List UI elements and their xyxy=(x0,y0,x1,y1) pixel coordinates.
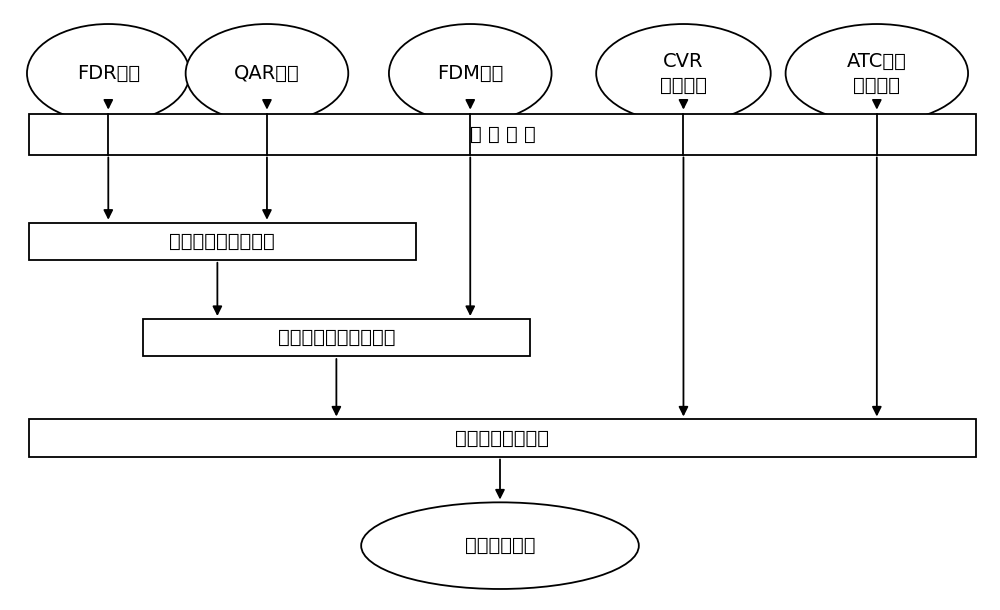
Ellipse shape xyxy=(27,24,190,123)
Text: 异常数据识别与剔除: 异常数据识别与剔除 xyxy=(169,232,275,251)
Text: 时 基 配 准: 时 基 配 准 xyxy=(470,124,535,143)
Text: ATC雷达
视频数据: ATC雷达 视频数据 xyxy=(847,52,907,95)
Bar xyxy=(143,319,530,356)
Ellipse shape xyxy=(186,24,348,123)
Text: FDR数据: FDR数据 xyxy=(77,64,140,83)
Ellipse shape xyxy=(786,24,968,123)
Text: 多源异构数据融合: 多源异构数据融合 xyxy=(455,428,549,448)
Bar xyxy=(29,223,416,260)
Ellipse shape xyxy=(361,503,639,589)
Bar xyxy=(29,113,976,154)
Ellipse shape xyxy=(389,24,552,123)
Text: 缺失或稀疏数据的补充: 缺失或稀疏数据的补充 xyxy=(278,328,395,347)
Ellipse shape xyxy=(596,24,771,123)
Text: QAR数据: QAR数据 xyxy=(234,64,300,83)
Text: CVR
音频数据: CVR 音频数据 xyxy=(660,52,707,95)
Bar xyxy=(29,419,976,457)
Text: FDM数据: FDM数据 xyxy=(437,64,503,83)
Text: 飞行事故航迹: 飞行事故航迹 xyxy=(465,536,535,555)
